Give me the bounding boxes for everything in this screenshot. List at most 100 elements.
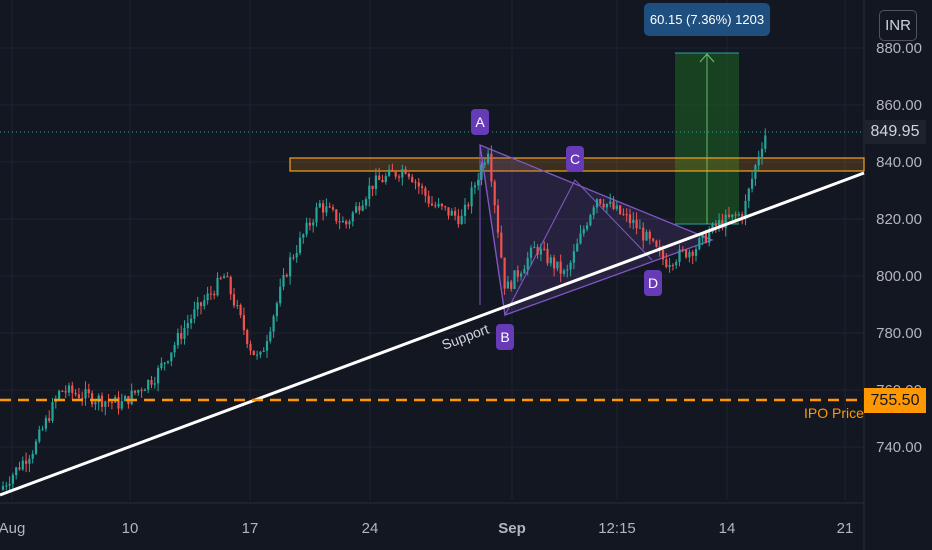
candle-body <box>714 223 717 226</box>
last-price-tag: 849.95 <box>864 120 926 144</box>
candle-body <box>668 264 671 268</box>
candle-body <box>150 380 153 385</box>
candle-body <box>74 392 77 395</box>
candle-body <box>203 300 206 307</box>
candle-body <box>209 293 212 295</box>
candle-body <box>520 273 523 277</box>
time-axis[interactable]: Aug 10 17 24 Sep 12:15 14 21 <box>0 520 853 537</box>
currency-button[interactable]: INR <box>879 10 917 41</box>
candle-body <box>559 261 562 274</box>
candle-body <box>414 181 417 183</box>
candle-body <box>160 362 163 369</box>
candle-body <box>143 389 146 392</box>
candle-body <box>229 277 232 295</box>
candle-body <box>622 213 625 215</box>
candle-body <box>582 229 585 234</box>
point-label-b[interactable]: B <box>496 324 514 350</box>
candle-body <box>635 219 638 229</box>
candle-body <box>51 402 54 421</box>
candle-body <box>760 148 764 157</box>
candle-body <box>256 354 259 356</box>
candle-body <box>407 173 410 177</box>
candle-body <box>374 175 377 190</box>
candle-body <box>246 330 249 344</box>
candle-body <box>170 352 173 362</box>
candle-body <box>196 302 199 310</box>
candle-body <box>226 276 229 278</box>
time-tick-label: Aug <box>0 520 25 537</box>
candle-body <box>569 262 572 270</box>
candle-body <box>147 380 150 390</box>
candle-body <box>708 231 711 243</box>
candle-body <box>652 238 655 241</box>
candle-body <box>279 286 282 304</box>
candle-body <box>609 201 612 204</box>
time-tick-label: 24 <box>362 520 379 537</box>
candle-body <box>688 251 691 258</box>
candle-body <box>137 390 140 393</box>
candle-body <box>602 203 605 208</box>
time-tick-label: 14 <box>719 520 736 537</box>
candle-body <box>665 259 668 268</box>
price-tick-label: 780.00 <box>876 325 922 342</box>
candle-body <box>401 169 404 178</box>
candle-body <box>41 428 44 430</box>
candle-body <box>28 458 31 464</box>
point-label-c-text: C <box>570 151 580 167</box>
candle-body <box>632 219 635 224</box>
candle-body <box>117 397 120 409</box>
candle-body <box>586 225 589 230</box>
candle-body <box>25 460 28 464</box>
candle-body <box>361 205 364 211</box>
candle-body <box>404 169 407 174</box>
candle-body <box>308 222 311 226</box>
candle-body <box>120 401 123 409</box>
candle-body <box>556 261 559 269</box>
candle-body <box>11 475 14 484</box>
candle-body <box>223 276 226 279</box>
candle-body <box>298 237 302 253</box>
candle-body <box>133 390 137 393</box>
candle-body <box>206 293 209 301</box>
candle-body <box>496 205 500 233</box>
candle-body <box>394 171 397 177</box>
candle-body <box>543 248 546 250</box>
candle-body <box>325 206 328 213</box>
ipo-price-label: IPO Price <box>804 405 864 421</box>
candle-body <box>589 215 592 226</box>
candle-body <box>751 178 754 189</box>
point-label-c[interactable]: C <box>566 146 584 172</box>
candle-body <box>18 467 21 470</box>
candle-body <box>289 257 292 277</box>
candle-body <box>397 176 401 178</box>
candle-body <box>100 395 104 407</box>
candle-body <box>731 214 734 217</box>
candle-body <box>381 180 384 183</box>
candle-body <box>318 203 321 208</box>
candle-body <box>678 249 681 263</box>
price-tick-label: 820.00 <box>876 211 922 228</box>
point-label-a-text: A <box>475 114 485 130</box>
candle-body <box>239 304 242 316</box>
candle-body <box>685 249 688 258</box>
time-tick-label: 17 <box>242 520 259 537</box>
candle-body <box>529 247 533 258</box>
support-trendline[interactable] <box>0 171 865 497</box>
candle-body <box>166 361 170 363</box>
candle-body <box>153 383 156 385</box>
candle-body <box>592 207 595 216</box>
candle-body <box>15 467 18 476</box>
candle-body <box>77 394 80 399</box>
point-label-d[interactable]: D <box>644 270 662 296</box>
candle-body <box>757 156 760 166</box>
candle-body <box>81 398 84 400</box>
candle-body <box>213 293 216 296</box>
point-label-a[interactable]: A <box>471 109 489 135</box>
candle-body <box>467 204 470 207</box>
candle-body <box>754 165 757 179</box>
candle-body <box>480 164 483 180</box>
candle-body <box>269 331 272 342</box>
candle-body <box>437 203 440 207</box>
candle-body <box>216 277 219 296</box>
